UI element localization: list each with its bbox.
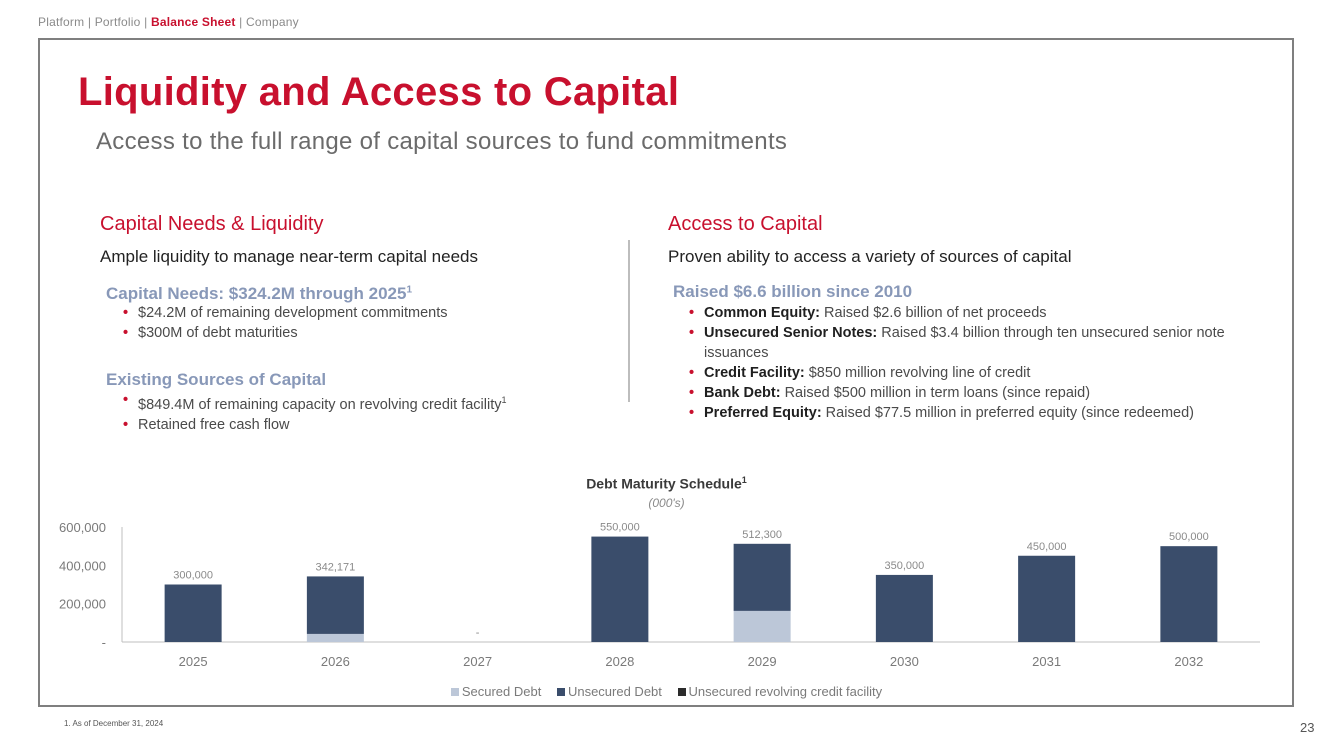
top-nav-breadcrumb: Platform | Portfolio | Balance Sheet | C…	[38, 15, 299, 29]
left-column-heading: Capital Needs & Liquidity	[100, 213, 324, 235]
chart-unit-label: (000's)	[648, 496, 685, 510]
legend-item-secured: Secured Debt	[450, 684, 541, 699]
bar-segment-unsecured-debt	[306, 576, 364, 634]
nav-separator: |	[144, 15, 148, 29]
chart-legend: Secured Debt Unsecured Debt Unsecured re…	[0, 684, 1333, 699]
nav-separator: |	[239, 15, 243, 29]
nav-separator: |	[87, 15, 92, 29]
bar-segment-unsecured-debt	[1018, 555, 1076, 642]
x-tick-label: 2032	[1174, 654, 1203, 669]
page-number: 23	[1300, 720, 1315, 735]
existing-sources-heading: Existing Sources of Capital	[106, 370, 327, 389]
bar-segment-secured-debt	[733, 610, 791, 642]
bar-segment-unsecured-debt	[875, 574, 933, 642]
x-tick-label: 2025	[179, 654, 208, 669]
nav-item-portfolio[interactable]: Portfolio	[94, 15, 141, 29]
debt-maturity-chart: - 200,000 400,000 600,000 300,000 2025 342,171…	[59, 520, 1260, 669]
bar-segment-secured-debt	[306, 633, 364, 642]
capital-needs-heading: Capital Needs: $324.2M through 20251	[106, 284, 412, 303]
list-item: • Credit Facility: $850 million revolving…	[689, 365, 1031, 381]
list-item: • Common Equity: Raised $2.6 billion of n…	[689, 305, 1047, 321]
capital-needs-list: • $24.2M of remaining development commitm…	[116, 303, 576, 343]
legend-swatch	[450, 688, 459, 696]
legend-item-unsecured: Unsecured Debt	[556, 684, 662, 699]
footnote: 1. As of December 31, 2024	[64, 719, 164, 728]
bar-segment-unsecured-debt	[591, 536, 649, 642]
legend-item-revolver: Unsecured revolving credit facility	[677, 684, 882, 699]
x-tick-label: 2027	[463, 654, 492, 669]
legend-swatch	[677, 688, 686, 696]
access-to-capital-list: • Common Equity: Raised $2.6 billion of n…	[682, 303, 1267, 423]
raised-capital-heading: Raised $6.6 billion since 2010	[673, 282, 913, 301]
legend-swatch	[556, 688, 565, 696]
x-tick-label: 2026	[321, 654, 350, 669]
nav-item-company[interactable]: Company	[246, 15, 299, 29]
data-label: -	[476, 627, 480, 639]
data-label: 342,171	[315, 561, 355, 573]
y-tick-label: 600,000	[59, 520, 106, 535]
bar-segment-unsecured-debt	[164, 584, 222, 642]
nav-item-platform[interactable]: Platform	[38, 15, 85, 29]
slide-frame	[38, 38, 1294, 707]
x-tick-label: 2031	[1032, 654, 1061, 669]
y-tick-label: 200,000	[59, 597, 106, 612]
list-item: • Preferred Equity: Raised $77.5 million …	[689, 405, 1195, 421]
bar-segment-unsecured-debt	[733, 543, 791, 611]
data-label: 350,000	[884, 560, 924, 572]
left-column-subheading: Ample liquidity to manage near-term capi…	[100, 247, 478, 266]
nav-item-balance-sheet[interactable]: Balance Sheet	[150, 15, 236, 29]
bar-segment-unsecured-debt	[1160, 546, 1218, 642]
x-tick-label: 2029	[748, 654, 777, 669]
chart-title: Debt Maturity Schedule1	[586, 475, 747, 492]
list-item: • Retained free cash flow	[123, 416, 290, 433]
existing-sources-list: • $849.4M of remaining capacity on revolv…	[116, 390, 616, 435]
page-title: Liquidity and Access to Capital	[78, 70, 680, 114]
y-tick-label: -	[102, 635, 106, 650]
x-tick-label: 2028	[605, 654, 634, 669]
data-label: 550,000	[600, 522, 640, 534]
list-item: • Bank Debt: Raised $500 million in term …	[689, 385, 1091, 401]
column-divider	[628, 240, 630, 402]
list-item: • Unsecured Senior Notes: Raised $3.4 bil…	[689, 325, 1225, 361]
x-tick-label: 2030	[890, 654, 919, 669]
data-label: 450,000	[1027, 541, 1067, 553]
list-item: • $24.2M of remaining development commitm…	[123, 305, 448, 321]
y-tick-label: 400,000	[59, 558, 106, 573]
data-label: 512,300	[742, 529, 782, 541]
data-label: 500,000	[1169, 531, 1209, 543]
list-item: • $849.4M of remaining capacity on revolv…	[123, 392, 507, 413]
page-subtitle: Access to the full range of capital sour…	[96, 128, 788, 155]
list-item: • $300M of debt maturities	[123, 325, 298, 341]
data-label: 300,000	[173, 570, 213, 582]
right-column-heading: Access to Capital	[668, 213, 823, 235]
right-column-subheading: Proven ability to access a variety of so…	[668, 247, 1072, 266]
